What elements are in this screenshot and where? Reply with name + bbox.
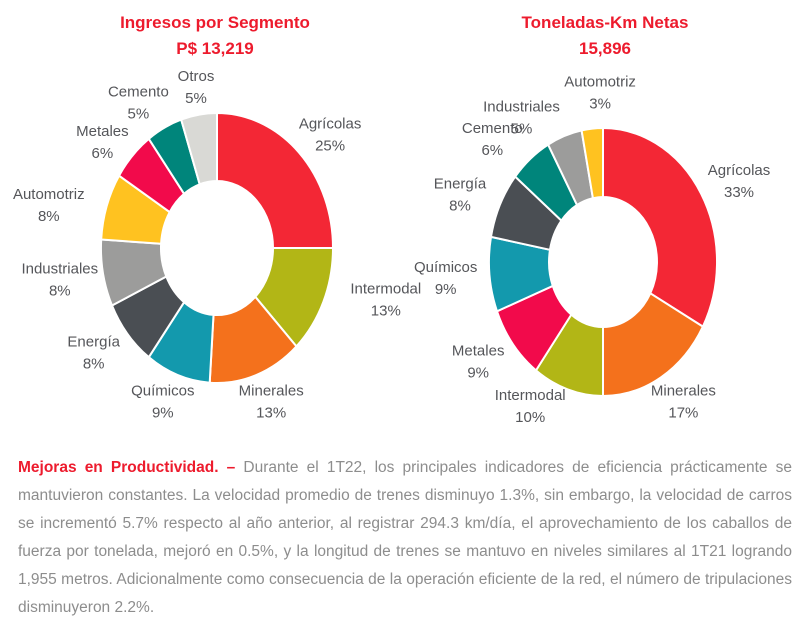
chart-title-value: P$ 13,219 <box>176 39 254 58</box>
segment-label-metales: Metales 9% <box>452 343 505 382</box>
toneladas-chart-title: Toneladas-Km Netas 15,896 <box>450 10 760 62</box>
chart-title-value: 15,896 <box>579 39 631 58</box>
segment-otros <box>179 111 218 186</box>
chart-title-text: Ingresos por Segmento <box>120 13 310 32</box>
segment-label-minerales: Minerales 17% <box>651 383 716 422</box>
segment-label-automotriz: Automotriz 8% <box>13 186 85 225</box>
donut-chart-ingresos: Agrícolas 25% Intermodal 13% Minerales 13% Quí… <box>13 68 421 421</box>
segment-automotriz <box>580 126 604 200</box>
segment-label-minerales: Minerales 13% <box>239 382 304 421</box>
segment-label-otros: Otros 5% <box>178 68 215 107</box>
segment-label-cemento: Cemento 6% <box>462 120 523 159</box>
segment-label-energía: Energía 8% <box>434 175 487 214</box>
segment-agrícolas <box>602 126 719 329</box>
segment-label-energía: Energía 8% <box>67 333 120 372</box>
segment-label-agrícolas: Agrícolas 33% <box>708 162 771 201</box>
segment-label-intermodal: Intermodal 13% <box>350 280 421 319</box>
segment-label-intermodal: Intermodal 10% <box>495 387 566 426</box>
segment-label-metales: Metales 6% <box>76 123 129 162</box>
paragraph-lead: Mejoras en Productividad. – <box>18 459 236 476</box>
segment-label-agrícolas: Agrícolas 25% <box>299 115 362 154</box>
segment-label-industriales: Industriales 5% <box>483 99 560 138</box>
donut-chart-toneladas: Agrícolas 33% Minerales 17% Intermodal 10% Met… <box>414 74 770 426</box>
paragraph-body: Durante el 1T22, los principales indicad… <box>18 459 793 616</box>
donut-charts-canvas: Agrícolas 25% Intermodal 13% Minerales 13% Quí… <box>13 68 770 426</box>
segment-label-industriales: Industriales 8% <box>21 260 98 299</box>
chart-title-text: Toneladas-Km Netas <box>521 13 689 32</box>
segment-label-químicos: Químicos 9% <box>131 382 194 421</box>
segment-label-químicos: Químicos 9% <box>414 259 477 298</box>
segment-agrícolas <box>216 111 335 249</box>
segment-label-cemento: Cemento 5% <box>108 84 169 123</box>
ingresos-chart-title: Ingresos por Segmento P$ 13,219 <box>30 10 400 62</box>
productivity-paragraph: Mejoras en Productividad. – Durante el 1… <box>18 454 792 622</box>
segment-label-automotriz: Automotriz 3% <box>564 74 636 113</box>
